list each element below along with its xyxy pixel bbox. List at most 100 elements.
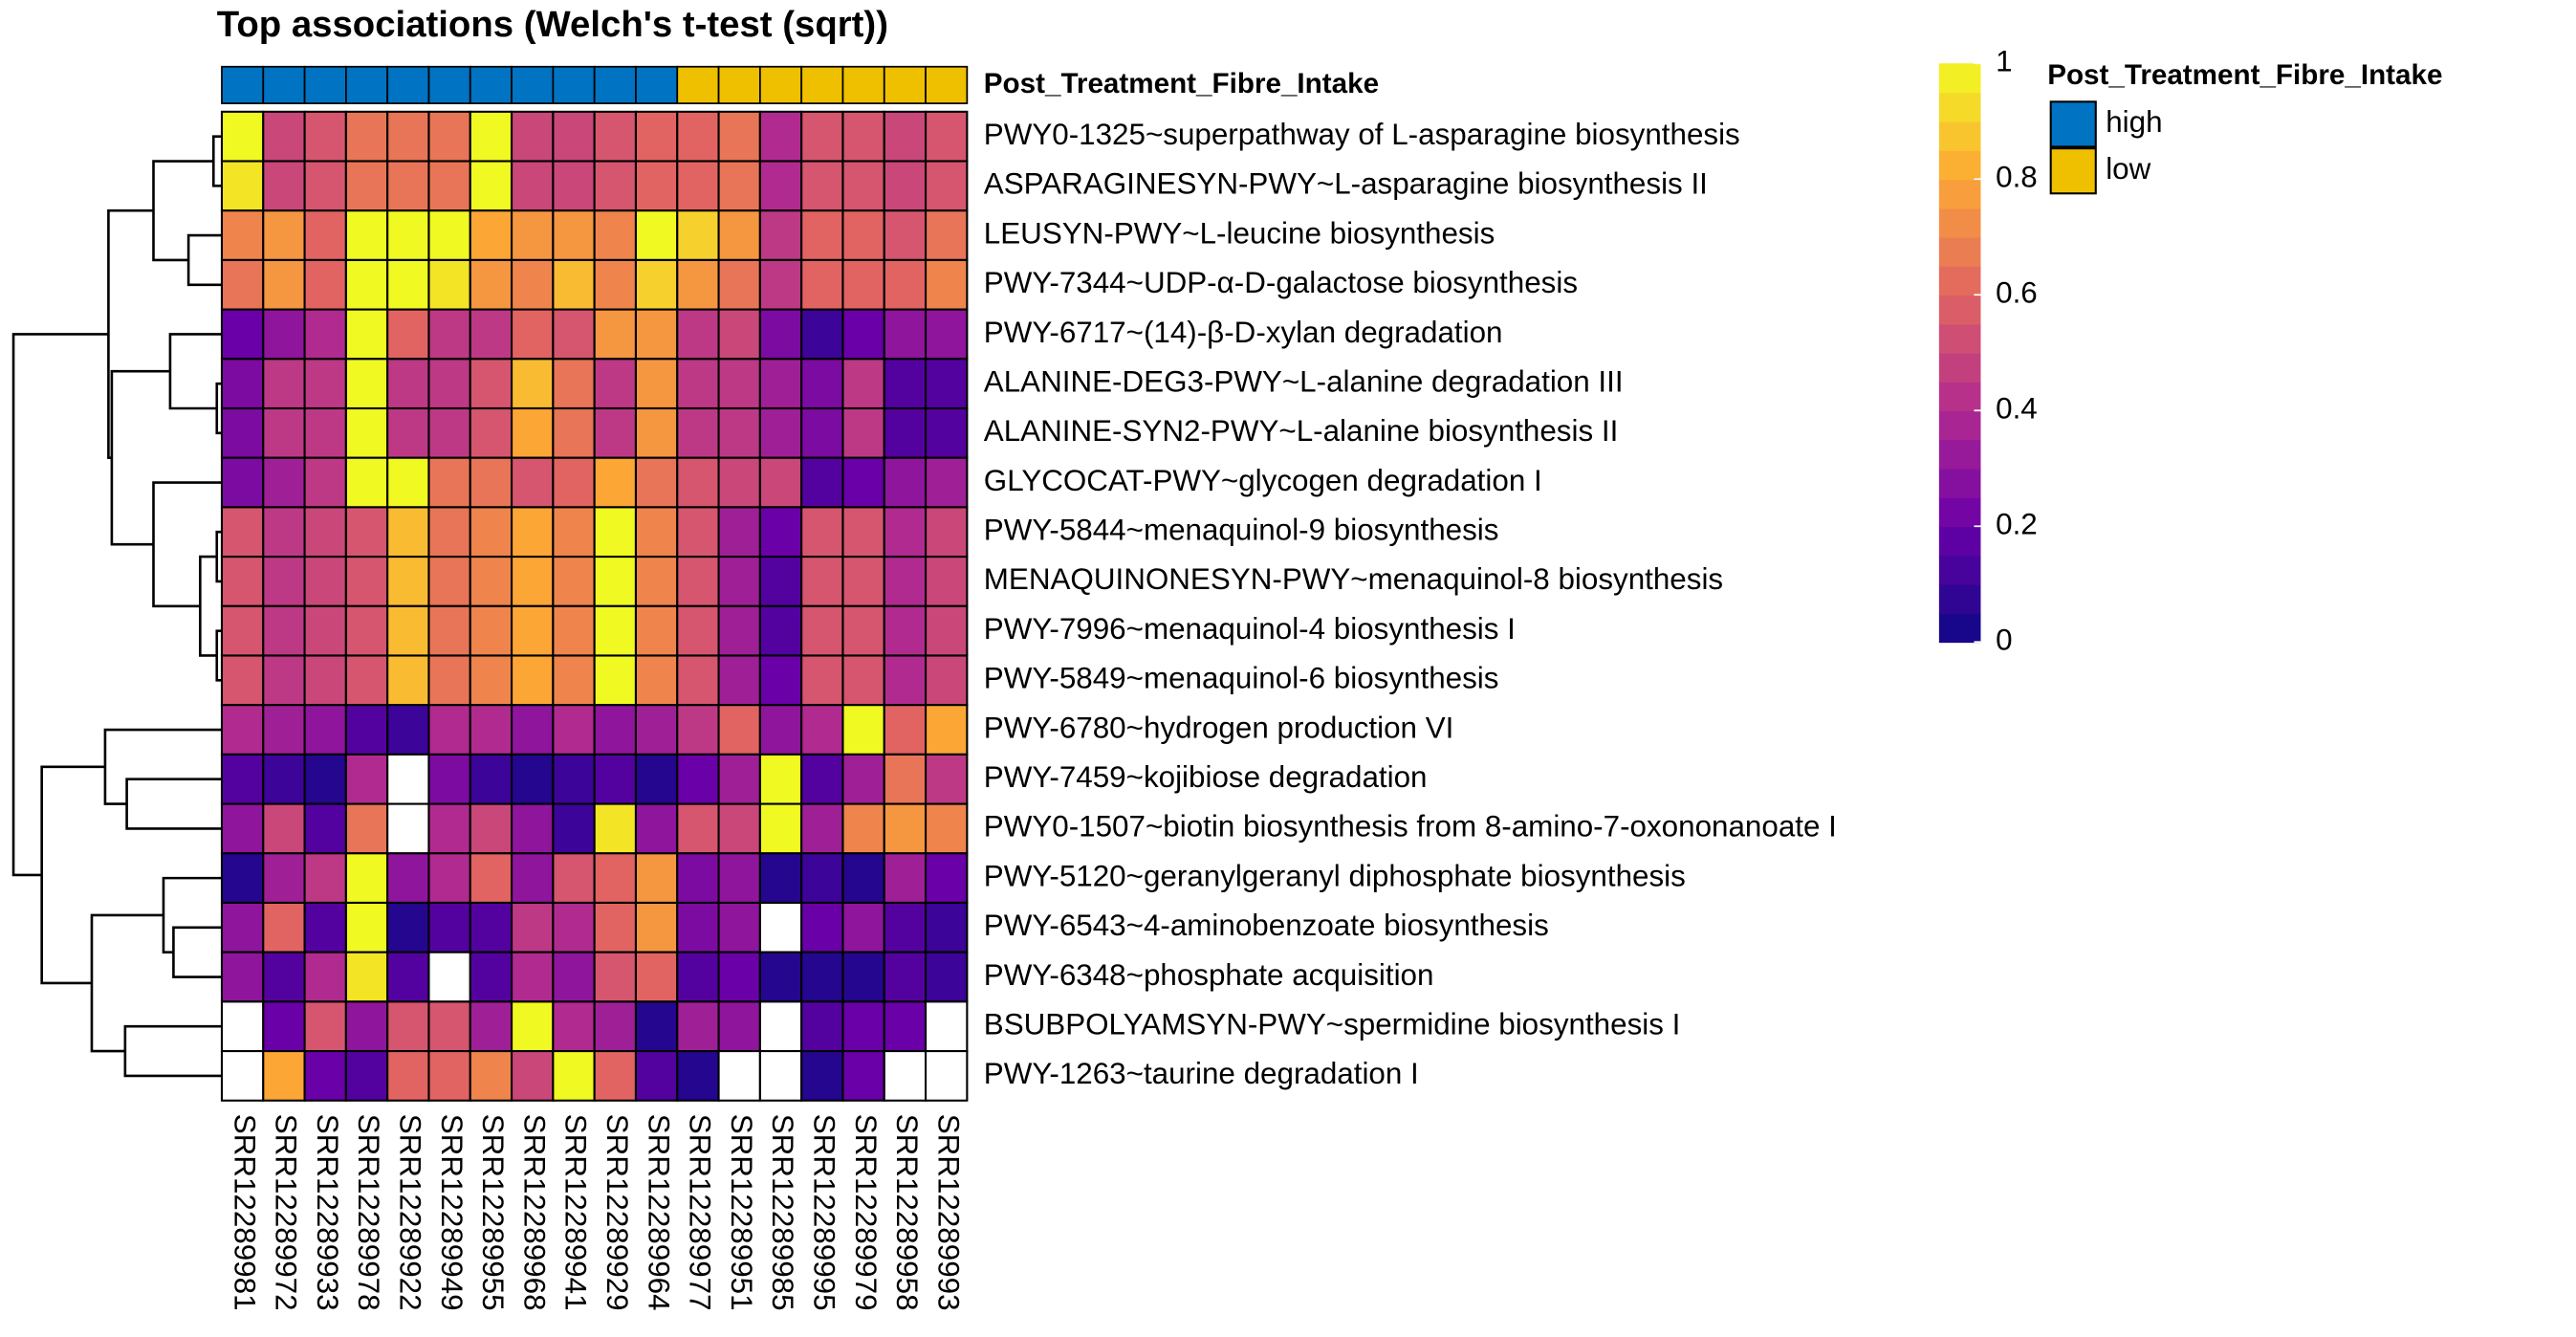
- heatmap-cell: [634, 160, 679, 212]
- heatmap-cell: [262, 556, 306, 607]
- heatmap-cell: [469, 160, 513, 212]
- heatmap-cell: [552, 604, 596, 657]
- heatmap-cell: [469, 406, 513, 459]
- annotation-cell: [635, 65, 679, 104]
- heatmap-cell: [220, 704, 265, 756]
- heatmap-cell: [344, 506, 389, 559]
- heatmap-cell: [469, 704, 513, 756]
- heatmap-cell: [220, 556, 265, 607]
- heatmap-cell: [800, 951, 844, 1003]
- heatmap-cell: [841, 802, 885, 855]
- heatmap-cell: [469, 209, 513, 261]
- heatmap-cell: [676, 704, 720, 756]
- heatmap-cell: [552, 358, 596, 410]
- heatmap-cell: [220, 951, 265, 1003]
- heatmap-cell: [386, 704, 430, 756]
- heatmap-cell: [303, 1050, 347, 1102]
- heatmap-cell: [800, 704, 844, 756]
- heatmap-cell: [800, 406, 844, 459]
- heatmap-cell: [511, 406, 555, 459]
- heatmap-cell: [676, 556, 720, 607]
- heatmap-cell: [469, 951, 513, 1003]
- column-label: SRR12289929: [600, 1114, 634, 1311]
- column-label: SRR12289933: [311, 1114, 344, 1311]
- colorbar-tick-label: 0.8: [1996, 161, 2038, 194]
- row-dendrogram: [11, 135, 222, 1078]
- heatmap-cell: [344, 406, 389, 459]
- heatmap-cell: [758, 308, 803, 361]
- heatmap-cell: [303, 406, 347, 459]
- heatmap-cell: [717, 654, 761, 707]
- row-label: GLYCOCAT-PWY~glycogen degradation I: [984, 464, 1542, 497]
- heatmap-cell: [634, 802, 679, 855]
- row-label: ASPARAGINESYN-PWY~L-asparagine biosynthe…: [984, 167, 1708, 201]
- heatmap-cell: [593, 456, 638, 509]
- heatmap-cell: [841, 704, 885, 756]
- heatmap-cell: [427, 258, 471, 311]
- row-label: PWY0-1325~superpathway of L-asparagine b…: [984, 118, 1740, 151]
- heatmap-cell: [511, 704, 555, 756]
- heatmap-cell: [676, 604, 720, 657]
- heatmap-cell: [593, 704, 638, 756]
- heatmap-cell: [593, 110, 638, 163]
- heatmap-cell: [758, 753, 803, 805]
- heatmap-cell: [220, 802, 265, 855]
- heatmap-cell: [262, 604, 306, 657]
- annotation-cell: [593, 65, 637, 104]
- heatmap-cell: [427, 358, 471, 410]
- heatmap-cell: [676, 258, 720, 311]
- heatmap-cell: [344, 209, 389, 261]
- heatmap-cell: [511, 1000, 555, 1053]
- heatmap-cell: [511, 556, 555, 607]
- heatmap-cell: [676, 209, 720, 261]
- heatmap-cell: [469, 358, 513, 410]
- heatmap-cell: [676, 358, 720, 410]
- annotation-cell: [883, 65, 927, 104]
- heatmap-cell: [758, 406, 803, 459]
- heatmap-cell: [344, 258, 389, 311]
- heatmap-cell: [262, 852, 306, 905]
- annotation-cell: [345, 65, 389, 104]
- heatmap-cell: [386, 1000, 430, 1053]
- heatmap-cell: [717, 506, 761, 559]
- annotation-cell: [303, 65, 347, 104]
- heatmap-cell: [593, 901, 638, 953]
- heatmap-cell: [883, 406, 928, 459]
- row-label: PWY-5844~menaquinol-9 biosynthesis: [984, 514, 1499, 547]
- heatmap-cell: [552, 456, 596, 509]
- heatmap-cell: [717, 110, 761, 163]
- heatmap-cell: [303, 753, 347, 805]
- heatmap-cell: [303, 258, 347, 311]
- heatmap-cell: [386, 258, 430, 311]
- heatmap-cell: [925, 704, 969, 756]
- heatmap-cell: [883, 110, 928, 163]
- colorbar-tick-label: 0: [1996, 624, 2012, 657]
- heatmap-cell: [386, 654, 430, 707]
- heatmap-cell: [925, 753, 969, 805]
- heatmap-cell: [427, 1000, 471, 1053]
- heatmap-cell: [676, 506, 720, 559]
- heatmap-cell: [593, 1050, 638, 1102]
- colorbar-step: [1938, 266, 1981, 296]
- heatmap-cell: [469, 1050, 513, 1102]
- heatmap-cell: [344, 802, 389, 855]
- heatmap-cell: [386, 852, 430, 905]
- heatmap-cell: [593, 852, 638, 905]
- heatmap-cell: [883, 456, 928, 509]
- heatmap-cell: [344, 1000, 389, 1053]
- heatmap-cell: [634, 852, 679, 905]
- heatmap-cell: [841, 1050, 885, 1102]
- annotation-cell: [841, 65, 885, 104]
- heatmap-cell: [303, 110, 347, 163]
- heatmap-cell: [427, 209, 471, 261]
- heatmap-cell: [676, 406, 720, 459]
- empty-cell: [758, 1000, 803, 1053]
- heatmap-cell: [552, 506, 596, 559]
- heatmap-cell: [469, 852, 513, 905]
- column-label: SRR12289968: [517, 1114, 551, 1311]
- heatmap-cell: [386, 951, 430, 1003]
- heatmap-cell: [841, 406, 885, 459]
- heatmap-cell: [800, 753, 844, 805]
- chart-title: Top associations (Welch's t-test (sqrt)): [217, 4, 888, 45]
- heatmap-cell: [469, 110, 513, 163]
